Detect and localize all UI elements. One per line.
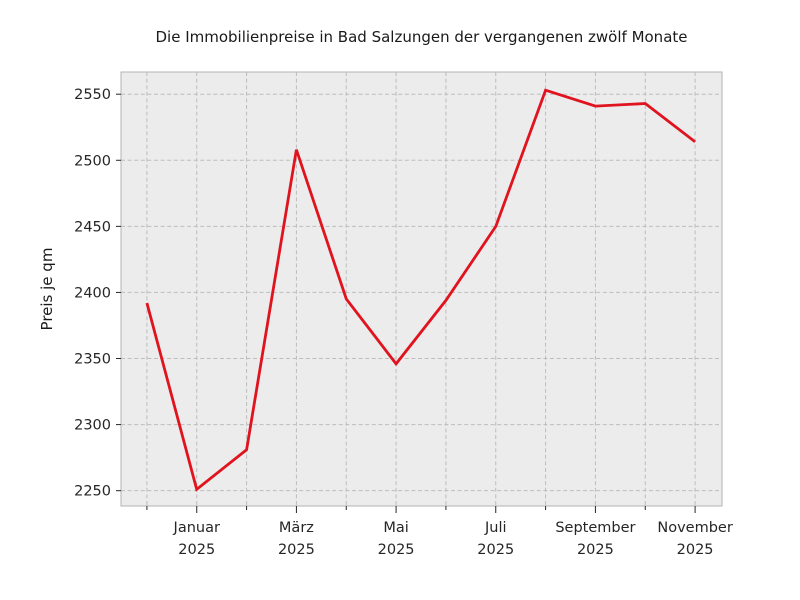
chart-title: Die Immobilienpreise in Bad Salzungen de… <box>155 28 688 46</box>
y-tick-label: 2300 <box>74 418 111 434</box>
y-tick-label: 2500 <box>74 153 111 169</box>
x-tick-label-year: 2025 <box>477 542 514 558</box>
price-line <box>145 88 696 492</box>
plot-area <box>121 72 722 506</box>
y-tick-label: 2350 <box>74 352 111 368</box>
x-tick-label-month: November <box>657 520 732 536</box>
x-tick-label-year: 2025 <box>577 542 614 558</box>
y-tick-label: 2400 <box>74 285 111 301</box>
x-tick-label-year: 2025 <box>378 542 415 558</box>
y-tick-label: 2550 <box>74 87 111 103</box>
x-tick-label-month: Juli <box>484 520 507 536</box>
y-axis-label: Preis je qm <box>38 247 56 331</box>
x-tick-label-month: September <box>555 520 635 536</box>
x-tick-label-month: Mai <box>383 520 408 536</box>
x-tick-label-year: 2025 <box>278 542 315 558</box>
x-tick-label-month: März <box>279 520 314 536</box>
plot-border <box>120 71 723 507</box>
y-tick-label: 2450 <box>74 219 111 235</box>
x-tick-label-year: 2025 <box>677 542 714 558</box>
x-tick-label-year: 2025 <box>178 542 215 558</box>
x-tick-label-month: Januar <box>173 520 220 536</box>
y-tick-label: 2250 <box>74 484 111 500</box>
